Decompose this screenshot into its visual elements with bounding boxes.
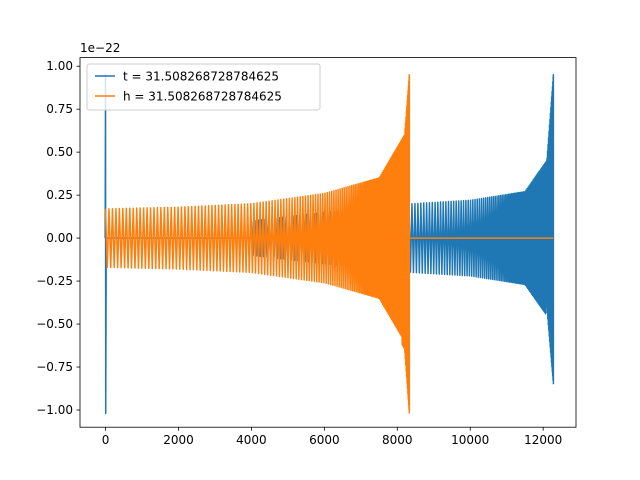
legend-entry-label: t = 31.508268728784625 — [123, 70, 279, 84]
y-tick-label: −1.00 — [36, 403, 73, 417]
y-offset-label: 1e−22 — [80, 41, 120, 55]
y-tick-label: 0.75 — [46, 102, 73, 116]
y-tick-label: −0.50 — [36, 317, 73, 331]
y-tick-label: 0.50 — [46, 145, 73, 159]
x-tick-label: 2000 — [163, 433, 194, 447]
plot-frame — [79, 57, 577, 428]
legend-entry-label: h = 31.508268728784625 — [123, 90, 282, 104]
series-h — [104, 74, 554, 414]
y-tick-label: 1.00 — [46, 59, 73, 73]
y-tick-label: 0.25 — [46, 188, 73, 202]
x-tick-label: 12000 — [524, 433, 562, 447]
x-axis: 0 2000 4000 6000 8000 10000 12000 — [102, 427, 562, 447]
x-tick-label: 8000 — [382, 433, 413, 447]
x-tick-label: 6000 — [309, 433, 340, 447]
x-tick-label: 4000 — [236, 433, 267, 447]
y-tick-label: 0.00 — [46, 231, 73, 245]
y-tick-label: −0.75 — [36, 360, 73, 374]
y-tick-label: −0.25 — [36, 274, 73, 288]
legend: t = 31.508268728784625 h = 31.50826872878… — [86, 63, 321, 111]
x-tick-label: 0 — [102, 433, 110, 447]
series-line — [104, 74, 411, 414]
legend-box — [86, 63, 321, 111]
y-axis: −1.00 −0.75 −0.50 −0.25 0.00 0.25 0.50 0.75 1.00 — [36, 59, 80, 417]
x-tick-label: 10000 — [451, 433, 489, 447]
